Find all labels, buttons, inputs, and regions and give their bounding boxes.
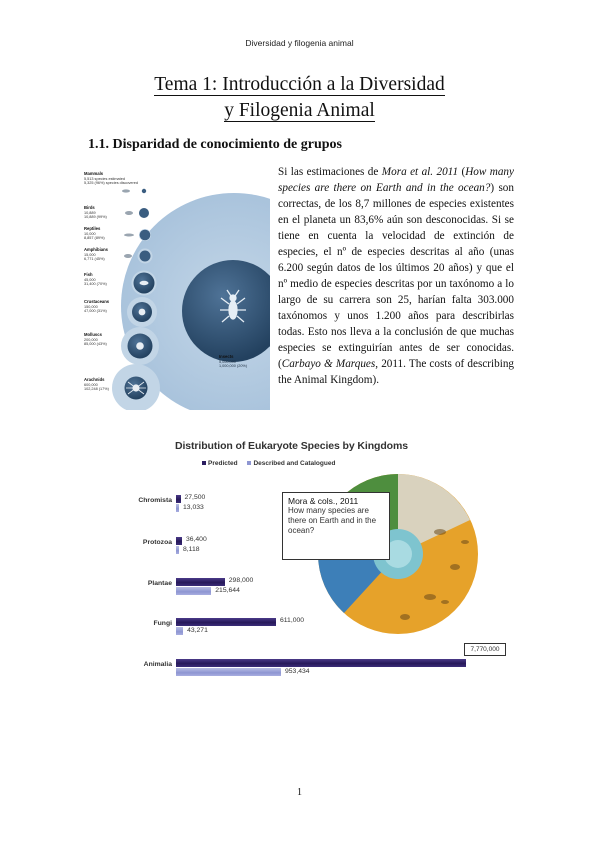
category-label: Plantae [147, 580, 172, 587]
predicted-value-label: 298,000 [228, 577, 254, 584]
described-bar [176, 627, 184, 635]
described-value-label: 953,434 [285, 668, 310, 675]
mammals-circle [141, 188, 147, 194]
described-bar [176, 504, 179, 512]
label-arachnids: Arachnids 600,000 102,248 (17%) [84, 377, 109, 392]
chart-title: Distribution of Eukaryote Species by Kin… [175, 440, 408, 452]
callout-box: Mora & cols., 2011 How many species are … [282, 492, 390, 560]
label-reptiles: Reptiles 10,000 8,857 (89%) [84, 226, 105, 241]
page-number: 1 [297, 787, 302, 798]
bubble-graphic [112, 188, 347, 419]
category-label: Protozoa [142, 539, 172, 546]
described-value-label: 13,033 [183, 504, 204, 511]
category-label: Fungi [153, 620, 173, 627]
intro-paragraph: Si las estimaciones de Mora et al. 2011 … [278, 166, 515, 386]
kingdoms-figure: Distribution of Eukaryote Species by Kin… [110, 440, 510, 704]
described-bar [176, 587, 212, 595]
page-title: Tema 1: Introducción a la Diversidad y F… [0, 72, 599, 124]
running-header: Diversidad y filogenia animal [245, 38, 354, 48]
silhouette-icons [122, 189, 134, 258]
described-value-label: 8,118 [183, 546, 200, 553]
described-bar [176, 668, 281, 676]
insect-icon [220, 289, 246, 323]
category-label: Animalia [143, 661, 172, 668]
amphibians-described [139, 250, 151, 262]
legend-described-swatch [247, 461, 252, 465]
spider-icon [126, 381, 146, 395]
predicted-value-label: 36,400 [185, 536, 207, 543]
label-crustaceans: Crustaceans 150,000 47,000 (31%) [84, 299, 110, 314]
legend: Predicted Described and Catalogued [202, 460, 335, 467]
label-insects: Insects 5,000,000 1,000,000 (20%) [219, 354, 248, 369]
label-fish: Fish 45,000 31,400 (70%) [84, 272, 107, 287]
reptiles-described [139, 229, 151, 241]
legend-described: Described and Catalogued [253, 460, 336, 467]
species-bubble-figure: Mammals 5,513 species estimated 5,325 (96%… [84, 170, 347, 419]
birds-circle [139, 208, 149, 218]
predicted-bar [176, 578, 225, 586]
legend-predicted-swatch [202, 461, 206, 465]
title-line-1: Tema 1: Introducción a la Diversidad [154, 74, 445, 96]
label-mammals: Mammals 5,513 species estimated 5,325 (96%… [84, 171, 139, 186]
label-amphibians: Amphibians 15,000 6,771 (45%) [84, 247, 108, 262]
title-line-2: y Filogenia Animal [224, 100, 375, 122]
predicted-bar [176, 495, 181, 503]
category-label: Chromista [138, 497, 172, 504]
described-value-label: 43,271 [187, 627, 208, 634]
described-bar [176, 546, 179, 554]
callout-question: How many species are there on Earth and … [288, 506, 377, 535]
predicted-value-label: 611,000 [280, 617, 305, 624]
described-value-label: 215,644 [215, 587, 240, 594]
legend-predicted: Predicted [208, 460, 238, 467]
insect-icons [400, 529, 469, 620]
label-birds: Birds 10,889 10,889 (99%) [84, 205, 107, 220]
predicted-bar [176, 659, 466, 667]
callout-title: Mora & cols., 2011 [288, 496, 359, 506]
predicted-value-label: 27,500 [184, 494, 206, 501]
section-heading: 1.1. Disparidad de conocimiento de grupo… [88, 137, 342, 152]
animalia-predicted-label: 7,770,000 [464, 643, 506, 656]
predicted-bar [176, 618, 276, 626]
label-molluscs: Molluscs 200,000 85,000 (43%) [84, 332, 107, 347]
predicted-bar [176, 537, 182, 545]
